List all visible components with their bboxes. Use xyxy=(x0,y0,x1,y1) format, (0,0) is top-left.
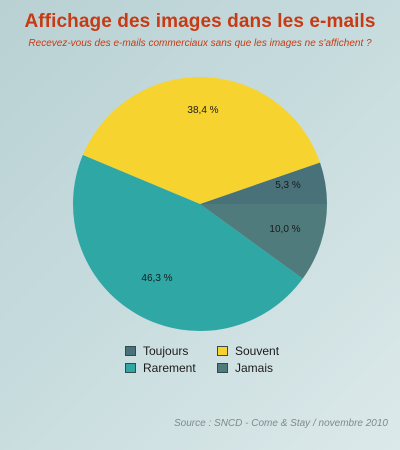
legend-label-rarement: Rarement xyxy=(143,361,196,375)
legend-label-jamais: Jamais xyxy=(235,361,274,375)
pie-slice-jamais xyxy=(200,204,327,279)
pie-slice-rarement xyxy=(73,154,303,331)
pie-slice-toujours xyxy=(200,162,327,204)
chart-legend: Toujours Souvent Rarement Jamais xyxy=(125,344,305,375)
legend-swatch-toujours xyxy=(125,346,136,356)
slice-label-toujours: 5,3 % xyxy=(275,180,301,191)
chart-subtitle: Recevez-vous des e-mails commerciaux san… xyxy=(28,38,372,49)
slice-label-souvent: 38,4 % xyxy=(187,105,218,116)
pie-root: 5,3 % 38,4 % 46,3 % 10,0 % xyxy=(73,77,327,331)
legend-item-rarement: Rarement xyxy=(125,361,217,375)
legend-label-souvent: Souvent xyxy=(235,344,280,358)
chart-title: Affichage des images dans les e-mails xyxy=(24,11,376,32)
slice-label-jamais: 10,0 % xyxy=(269,224,300,235)
source-note: Source : SNCD - Come & Stay / novembre 2… xyxy=(174,418,388,429)
slice-label-rarement: 46,3 % xyxy=(141,273,172,284)
legend-item-toujours: Toujours xyxy=(125,344,217,358)
legend-swatch-jamais xyxy=(217,363,228,373)
legend-item-jamais: Jamais xyxy=(217,361,309,375)
legend-swatch-souvent xyxy=(217,346,228,356)
legend-label-toujours: Toujours xyxy=(143,344,189,358)
legend-swatch-rarement xyxy=(125,363,136,373)
legend-item-souvent: Souvent xyxy=(217,344,309,358)
pie-slice-souvent xyxy=(82,77,321,204)
